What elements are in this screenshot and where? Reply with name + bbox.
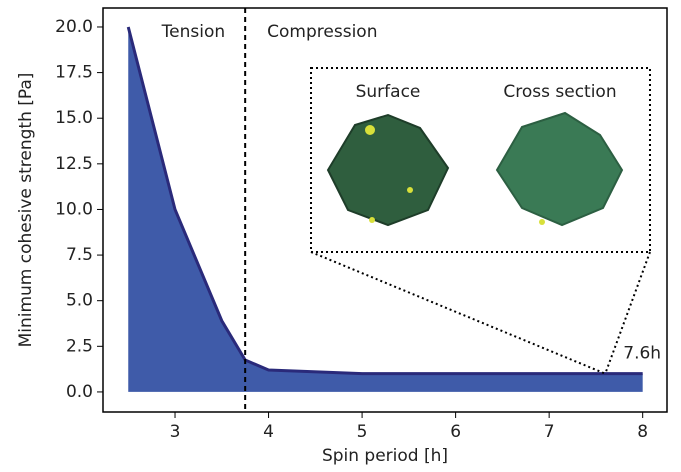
x-tick-label: 3: [170, 422, 181, 442]
y-tick-label: 17.5: [55, 63, 93, 83]
y-tick-label: 15.0: [55, 108, 93, 128]
region-label: Compression: [267, 22, 377, 42]
y-tick-label: 7.5: [66, 245, 93, 265]
y-tick-label: 2.5: [66, 336, 93, 356]
x-tick-label: 6: [450, 422, 461, 442]
cross-section-image: [495, 111, 624, 227]
line: [126, 26, 643, 376]
zoom-line: [604, 251, 651, 375]
inset-title: Cross section: [503, 82, 616, 102]
annotation-label: 7.6h: [623, 344, 661, 364]
region-label: Tension: [161, 22, 225, 42]
surface-spot: [365, 125, 375, 135]
y-axis-label: Minimum cohesive strength [Pa]: [16, 73, 36, 348]
surface-spot: [407, 187, 413, 193]
cross-section-spot: [539, 219, 545, 225]
x-axis-label: Spin period [h]: [322, 446, 448, 466]
plot-frame: [102, 7, 668, 413]
inset-frame: [310, 67, 651, 253]
y-tick-label: 10.0: [55, 199, 93, 219]
x-tick-label: 5: [357, 422, 368, 442]
y-tick-label: 5.0: [66, 291, 93, 311]
zoom-line: [310, 251, 606, 375]
x-tick-label: 8: [637, 422, 648, 442]
inset-images: [326, 111, 624, 227]
x-tick-label: 7: [544, 422, 555, 442]
y-tick-label: 12.5: [55, 154, 93, 174]
surface-spot: [369, 217, 375, 223]
x-tick-label: 4: [263, 422, 274, 442]
y-tick-label: 0.0: [66, 382, 93, 402]
surface-image: [326, 113, 450, 227]
area: [128, 26, 643, 392]
y-tick-label: 20.0: [55, 17, 93, 37]
inset-title: Surface: [356, 82, 421, 102]
